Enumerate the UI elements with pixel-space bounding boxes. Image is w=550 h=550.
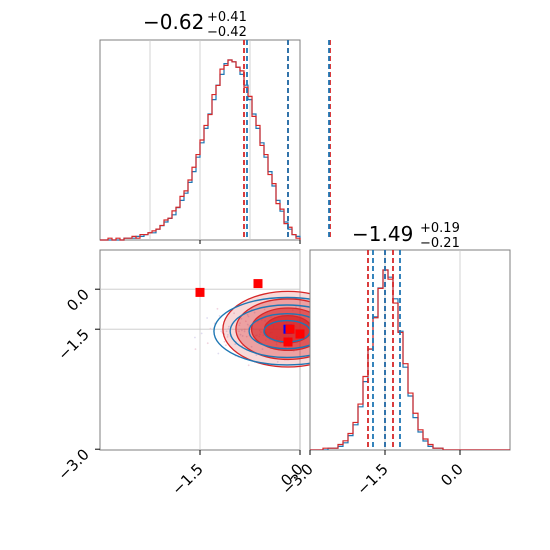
marginal-x-panel: −0.62 +0.41 −0.42	[99, 10, 331, 244]
joint-sample-point	[218, 315, 221, 317]
marginal-x-histogram-series_b	[100, 59, 301, 241]
marginal-y-x-tick-label: 0.0	[437, 460, 467, 490]
joint-sample-point	[240, 317, 243, 320]
marginal-y-title-upper: +0.19	[420, 221, 460, 236]
joint-sample-point	[240, 329, 243, 332]
marginal-y-frame	[309, 249, 511, 451]
joint-sample-point	[227, 327, 230, 330]
joint-sample-point	[243, 328, 246, 331]
joint-sample-point	[206, 317, 209, 319]
marginal-x-histograms	[100, 59, 301, 241]
marginal-y-ticks: −3.0 −1.5 0.0	[278, 450, 467, 499]
joint-sample-point	[225, 330, 228, 333]
marginal-y-title-lower: −0.21	[420, 236, 460, 251]
joint-sample-point	[225, 344, 227, 347]
joint-point-red	[253, 279, 263, 289]
marginal-y-x-tick-label: −3.0	[278, 460, 316, 498]
joint-sample-point	[220, 330, 223, 332]
joint-sample-point	[200, 332, 203, 335]
joint-sample-point	[261, 348, 264, 351]
joint-sample-point	[246, 313, 249, 316]
joint-sample-point	[276, 360, 279, 363]
joint-sample-point	[206, 342, 209, 345]
joint-y-tick-label: −1.5	[54, 325, 92, 363]
joint-point-red	[195, 287, 205, 297]
joint-sample-point	[244, 320, 247, 323]
marginal-x-title-value: −0.62	[143, 10, 204, 34]
joint-sample-point	[227, 325, 230, 328]
joint-sample-point	[239, 333, 242, 336]
joint-sample-point	[233, 312, 235, 315]
joint-sample-point	[250, 345, 253, 348]
joint-sample-point	[255, 354, 258, 356]
joint-sample-point	[216, 307, 219, 310]
marginal-y-histogram-series_b	[310, 269, 510, 450]
joint-sample-point	[263, 308, 266, 311]
joint-x-tick-label: −1.5	[168, 460, 206, 498]
joint-sample-point	[243, 330, 246, 333]
joint-sample-point	[245, 335, 248, 338]
joint-sample-point	[234, 343, 237, 346]
joint-sample-point	[241, 335, 244, 337]
joint-point-red	[295, 329, 305, 339]
joint-sample-point	[247, 364, 250, 367]
joint-sample-point	[226, 335, 229, 338]
joint-sample-point	[194, 336, 196, 339]
joint-point-red	[283, 337, 293, 347]
joint-y-tick-label: 0.0	[63, 285, 93, 315]
marginal-y-quantile-lines	[367, 250, 401, 450]
joint-y-tick-label: −3.0	[54, 445, 92, 483]
joint-sample-point	[238, 330, 240, 333]
marginal-y-title-value: −1.49	[352, 222, 413, 246]
marginal-x-title-upper: +0.41	[207, 10, 247, 25]
joint-sample-point	[238, 324, 241, 327]
joint-sample-point	[217, 352, 220, 355]
marginal-y-panel: −3.0 −1.5 0.0 −1.49 +0.19 −0.21	[278, 221, 511, 499]
joint-sample-point	[194, 348, 197, 350]
joint-sample-point	[295, 306, 297, 309]
joint-sample-point	[239, 322, 241, 325]
joint-point-red	[285, 324, 295, 334]
joint-sample-point	[226, 333, 229, 336]
marginal-x-quantile-lines	[243, 40, 331, 240]
joint-sample-point	[209, 327, 212, 330]
joint-sample-point	[247, 315, 250, 318]
joint-sample-point	[253, 311, 256, 314]
joint-sample-point	[241, 344, 244, 347]
marginal-x-title-lower: −0.42	[207, 25, 247, 40]
joint-sample-point	[223, 340, 226, 343]
joint-sample-point	[246, 323, 249, 326]
marginal-y-x-tick-label: −1.5	[353, 460, 391, 498]
